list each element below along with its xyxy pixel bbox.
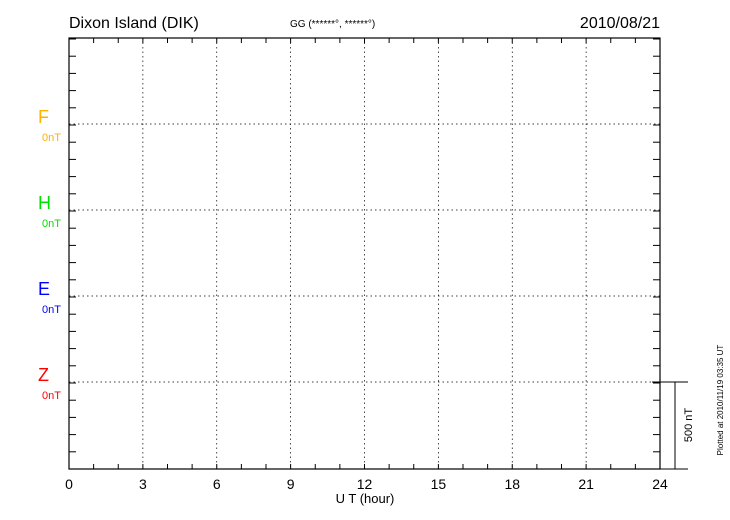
x-axis-label: U T (hour): [336, 491, 395, 506]
plot-frame: [68, 37, 661, 470]
x-tick-label: 9: [287, 476, 295, 492]
series-baseline-label: 0nT: [42, 304, 61, 316]
x-tick-label: 0: [65, 476, 73, 492]
series-label-E: E: [38, 279, 50, 299]
series-label-Z: Z: [38, 365, 49, 385]
chart-subtitle: GG (******°, ******°): [290, 19, 375, 30]
series-label-F: F: [38, 107, 49, 127]
series-baseline-label: 0nT: [42, 132, 61, 144]
x-tick-label: 18: [504, 476, 520, 492]
x-tick-label: 6: [213, 476, 221, 492]
chart-date: 2010/08/21: [580, 15, 660, 32]
x-tick-label: 15: [431, 476, 447, 492]
x-tick-label: 3: [139, 476, 147, 492]
plotted-timestamp: Plotted at 2010/11/19 03:35 UT: [716, 345, 725, 456]
x-tick-label: 21: [578, 476, 594, 492]
x-tick-label: 24: [652, 476, 668, 492]
scale-bar-label: 500 nT: [683, 408, 695, 443]
x-tick-label: 12: [357, 476, 373, 492]
series-baseline-label: 0nT: [42, 390, 61, 402]
chart-title: Dixon Island (DIK): [69, 15, 199, 32]
series-baseline-label: 0nT: [42, 218, 61, 230]
series-label-H: H: [38, 193, 51, 213]
